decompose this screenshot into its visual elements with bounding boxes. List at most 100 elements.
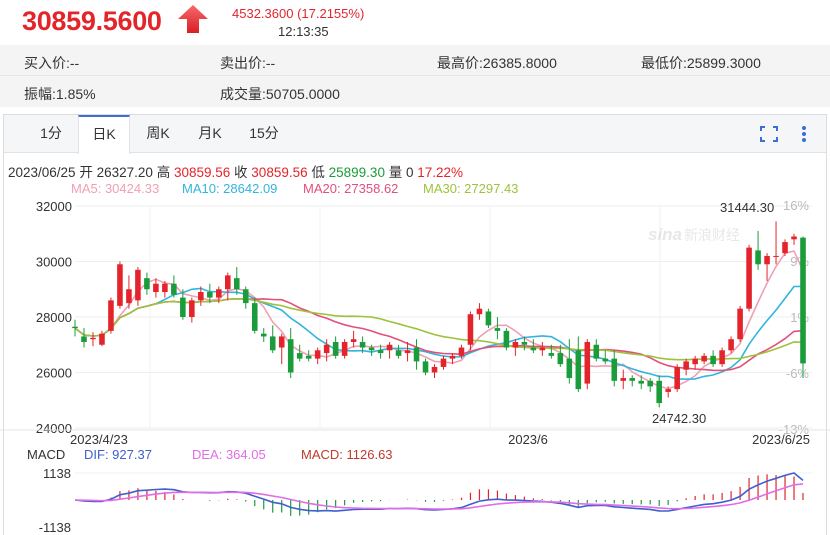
dea-legend: DEA: 364.05 bbox=[192, 447, 266, 462]
close-label: 收 bbox=[234, 165, 248, 180]
vol-value: 0 bbox=[405, 165, 414, 180]
candle-body bbox=[539, 347, 546, 351]
candle-body bbox=[395, 350, 402, 356]
x-tick-label: 2023/4/23 bbox=[70, 432, 128, 447]
candle-body bbox=[404, 350, 411, 354]
candle-body bbox=[260, 333, 267, 337]
ohlc-summary: 2023/06/25 开 26327.20 高 30859.56 收 30859… bbox=[8, 161, 463, 181]
candle-body bbox=[242, 289, 249, 304]
y-axis: 32000 30000 28000 26000 24000 bbox=[36, 199, 72, 436]
high-price: 最高价:26385.8000 bbox=[437, 55, 557, 71]
candle-body bbox=[575, 350, 582, 390]
tab-1min[interactable]: 1分 bbox=[40, 125, 62, 141]
candle-body bbox=[323, 344, 330, 354]
candle-body bbox=[431, 366, 438, 373]
candle-body bbox=[341, 341, 348, 356]
info-row-1: 买入价:-- 卖出价:-- 最高价:26385.8000 最低价:25899.3… bbox=[0, 45, 830, 76]
x-axis: 2023/4/23 2023/6 2023/6/25 bbox=[0, 429, 830, 447]
candle-body bbox=[90, 337, 96, 340]
candle-body bbox=[521, 341, 528, 345]
candle-body bbox=[665, 389, 671, 392]
tab-15min[interactable]: 15分 bbox=[249, 125, 279, 141]
candle-body bbox=[692, 358, 698, 365]
percent-tick-label: 16% bbox=[783, 198, 809, 213]
y-tick-label: 32000 bbox=[36, 199, 72, 214]
candle-body bbox=[764, 255, 770, 265]
dif-legend: DIF: 927.37 bbox=[84, 447, 152, 462]
candle-body bbox=[251, 303, 258, 331]
macd-title: MACD bbox=[27, 447, 66, 462]
candle-body bbox=[782, 242, 788, 254]
ask-price: 卖出价:-- bbox=[220, 55, 276, 71]
max-price-annotation: 31444.30 bbox=[720, 200, 774, 215]
candle-body bbox=[269, 336, 276, 351]
bid-price: 买入价:-- bbox=[24, 55, 80, 71]
candle-body bbox=[386, 344, 393, 351]
candle-body bbox=[791, 236, 797, 240]
candle-body bbox=[225, 275, 231, 290]
candle-body bbox=[674, 366, 680, 390]
macd-panel: 1138 -1138 bbox=[39, 466, 812, 535]
low-value: 25899.30 bbox=[328, 165, 385, 180]
y-tick-label: 30000 bbox=[36, 255, 72, 270]
min-price-annotation: 24742.30 bbox=[652, 411, 706, 426]
tab-weekly-k[interactable]: 周K bbox=[146, 125, 170, 141]
dea-line bbox=[74, 483, 804, 510]
candle-body bbox=[503, 330, 510, 348]
ohlc-date: 2023/06/25 bbox=[8, 165, 76, 180]
candle-body bbox=[413, 347, 420, 362]
ma30-legend: MA30: 27297.43 bbox=[423, 181, 519, 196]
candle-body bbox=[171, 283, 177, 295]
ma5-line bbox=[74, 250, 804, 390]
candle-body bbox=[494, 328, 501, 331]
candle-body bbox=[557, 353, 564, 365]
candle-body bbox=[314, 350, 321, 359]
current-price: 30859.5600 bbox=[22, 6, 162, 36]
svg-text:新浪财经: 新浪财经 bbox=[684, 228, 740, 244]
more-options-icon[interactable] bbox=[801, 125, 807, 143]
candle-body bbox=[701, 355, 707, 362]
amplitude: 振幅:1.85% bbox=[24, 86, 96, 102]
percent-tick-label: 9% bbox=[790, 254, 809, 269]
tab-monthly-k[interactable]: 月K bbox=[198, 125, 222, 141]
macd-tick-label: 1138 bbox=[43, 466, 71, 481]
candle-body bbox=[719, 350, 725, 365]
chart-panel: 1分 日K 周K 月K 15分 bbox=[3, 114, 827, 535]
candle-body bbox=[332, 341, 339, 356]
macd-tick-label: -1138 bbox=[39, 520, 71, 535]
period-tabs: 1分 日K 周K 月K 15分 bbox=[4, 115, 826, 154]
candle-body bbox=[207, 292, 213, 298]
candle-body bbox=[180, 297, 186, 317]
candle-body bbox=[755, 250, 761, 265]
sina-finance-watermark: sina 新浪财经 bbox=[648, 225, 740, 244]
info-row-2: 振幅:1.85% 成交量:50705.0000 bbox=[0, 76, 830, 107]
tab-daily-k[interactable]: 日K bbox=[78, 115, 130, 154]
candle-body bbox=[99, 333, 105, 345]
candle-body bbox=[144, 278, 150, 290]
candle-body bbox=[359, 341, 366, 348]
candle-body bbox=[422, 361, 429, 373]
high-label: 高 bbox=[156, 165, 171, 180]
candle-body bbox=[126, 289, 132, 304]
percent-tick-label: 1% bbox=[790, 310, 809, 325]
open-label: 开 bbox=[79, 165, 93, 180]
y-tick-label: 28000 bbox=[36, 310, 72, 325]
moving-average-lines bbox=[74, 250, 804, 390]
x-tick-label: 2023/6/25 bbox=[752, 432, 810, 447]
candle-body bbox=[153, 283, 159, 293]
candle-body bbox=[296, 353, 303, 359]
macd-value-legend: MACD: 1126.63 bbox=[301, 447, 393, 462]
fullscreen-icon[interactable] bbox=[760, 126, 778, 142]
price-change: 4532.3600 (17.2155%) bbox=[232, 6, 365, 21]
candle-body bbox=[305, 355, 312, 359]
candle-body bbox=[584, 341, 591, 384]
candle-body bbox=[72, 326, 78, 329]
annotations: 31444.30 24742.30 bbox=[652, 200, 774, 426]
candle-body bbox=[512, 341, 519, 348]
candle-body bbox=[647, 380, 653, 387]
candle-body bbox=[683, 361, 689, 370]
candle-body bbox=[458, 347, 465, 356]
candle-body bbox=[350, 339, 357, 342]
volume: 成交量:50705.0000 bbox=[220, 86, 340, 102]
